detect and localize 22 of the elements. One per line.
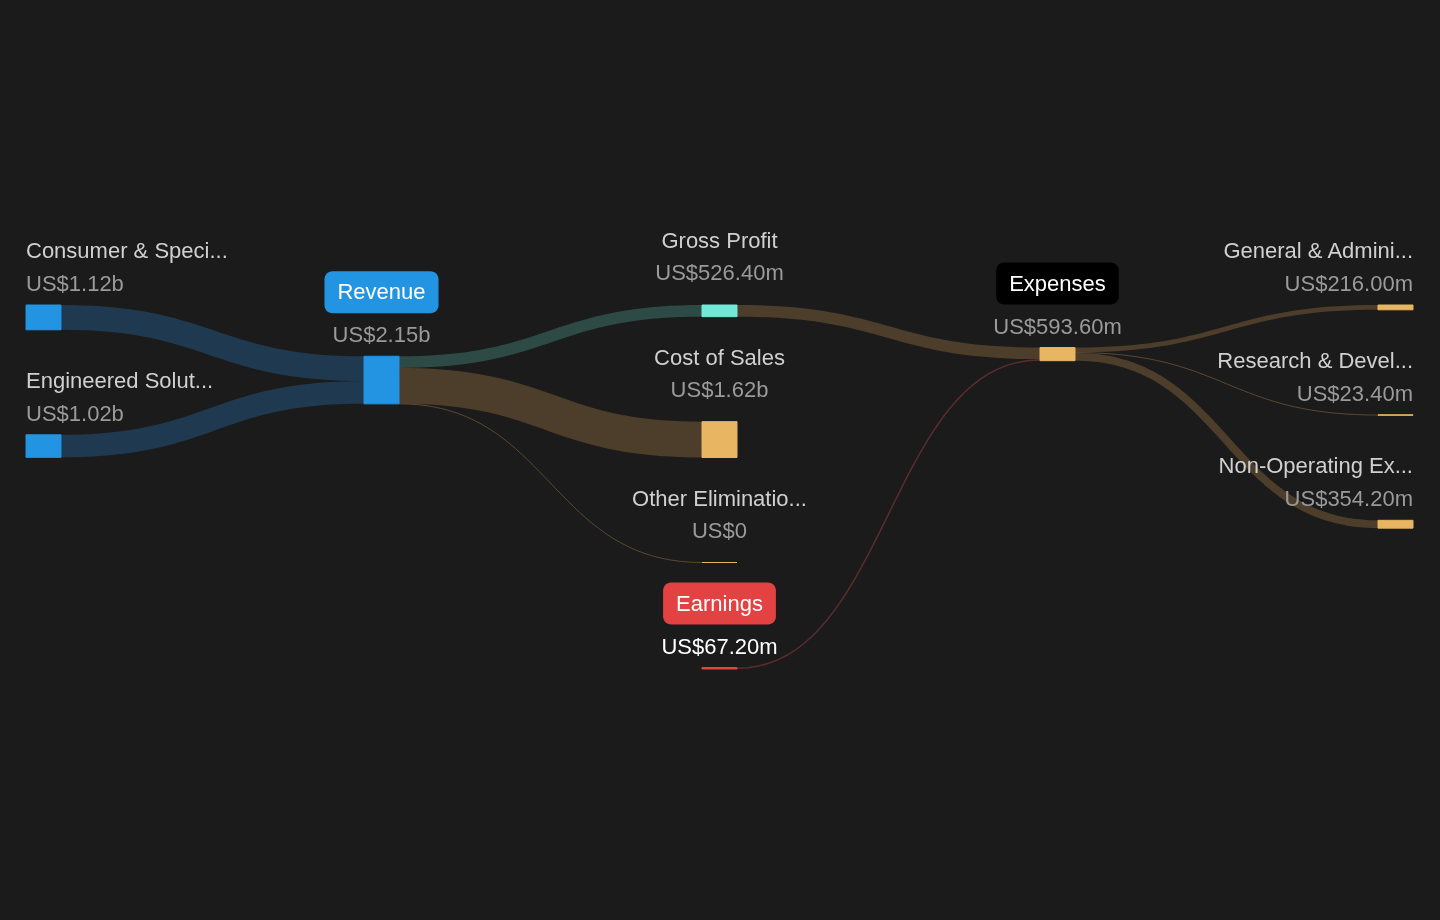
category-label: Cost of Sales (654, 344, 785, 370)
category-label: Expenses (1009, 270, 1106, 296)
data-label: US$526.40m (655, 260, 784, 285)
data-label: US$1.02b (26, 400, 124, 426)
data-label: US$354.20m (1284, 486, 1413, 512)
data-label: US$23.40m (1296, 380, 1413, 406)
data-label: US$67.20m (661, 633, 778, 659)
data-label: US$216.00m (1284, 271, 1413, 296)
category-label: Consumer & Speci... (26, 238, 228, 263)
data-label: US$593.60m (993, 313, 1122, 339)
category-label: Engineered Solut... (26, 367, 214, 393)
category-label: Gross Profit (661, 228, 778, 253)
category-label: Non-Operating Ex... (1218, 453, 1413, 479)
category-label: Earnings (676, 590, 763, 616)
data-label: US$0 (691, 517, 748, 543)
data-label: US$2.15b (332, 322, 431, 348)
category-label: General & Admini... (1223, 238, 1413, 263)
category-label: Research & Devel... (1217, 347, 1413, 373)
data-label: US$1.12b (26, 271, 124, 296)
data-label: US$1.62b (670, 376, 769, 402)
category-label: Other Eliminatio... (632, 485, 807, 511)
category-label: Revenue (337, 279, 426, 305)
